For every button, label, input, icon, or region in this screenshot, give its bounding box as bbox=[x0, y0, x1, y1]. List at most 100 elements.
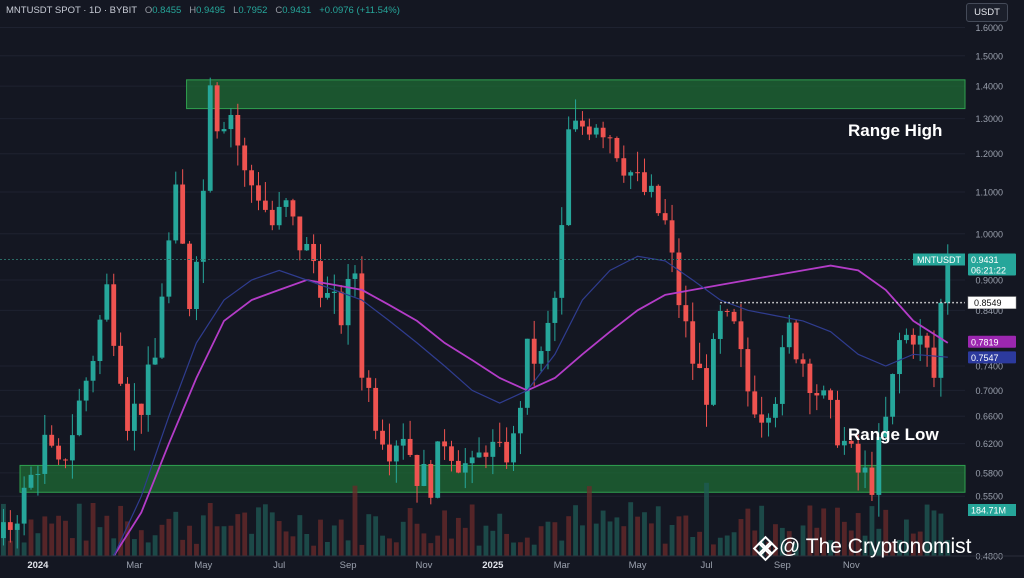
candle-body bbox=[269, 209, 275, 226]
volume-bar bbox=[118, 505, 124, 556]
candle-body bbox=[311, 243, 317, 262]
candle-body bbox=[855, 443, 861, 473]
currency-unit-button[interactable]: USDT bbox=[966, 3, 1008, 22]
y-tick-label: 0.7400 bbox=[975, 361, 1003, 371]
candle-body bbox=[697, 363, 703, 369]
volume-bar bbox=[214, 526, 220, 556]
volume-bar bbox=[759, 505, 765, 556]
volume-bar bbox=[504, 533, 510, 556]
candle-body bbox=[407, 438, 413, 455]
watermark-logo: @ The Cryptonomist bbox=[752, 534, 972, 562]
volume-bar bbox=[628, 502, 634, 556]
current-price-tag bbox=[968, 253, 1016, 276]
y-tick-label: 0.6600 bbox=[975, 412, 1003, 422]
volume-bar bbox=[559, 540, 565, 556]
volume-bar bbox=[173, 511, 179, 556]
candle-body bbox=[125, 383, 130, 431]
candle-body bbox=[883, 416, 889, 437]
candle-body bbox=[897, 340, 902, 375]
candle-body bbox=[869, 467, 875, 495]
candle-body bbox=[21, 487, 27, 524]
volume-bar bbox=[318, 519, 323, 556]
candle-body bbox=[511, 433, 516, 463]
candle-body bbox=[256, 185, 261, 201]
volume-bar bbox=[890, 542, 896, 556]
volume-bar bbox=[49, 523, 55, 556]
candle-body bbox=[42, 434, 48, 474]
symbol-price-tag bbox=[913, 253, 965, 266]
volume-bar bbox=[276, 521, 282, 556]
candle-body bbox=[821, 390, 827, 396]
candle-body bbox=[655, 185, 661, 214]
volume-bar bbox=[924, 504, 930, 556]
candle-body bbox=[814, 393, 820, 396]
low-label: L bbox=[233, 5, 239, 16]
candle-body bbox=[876, 436, 882, 495]
volume-bar bbox=[766, 542, 771, 556]
high-value: 0.9495 bbox=[196, 5, 226, 16]
volume-bar bbox=[187, 525, 192, 556]
volume-bar bbox=[566, 516, 572, 556]
candle-body bbox=[414, 454, 420, 486]
volume-bar bbox=[297, 515, 303, 556]
candle-body bbox=[324, 292, 330, 298]
volume-bar bbox=[428, 543, 434, 556]
candle-body bbox=[635, 172, 641, 174]
volume-bar bbox=[710, 544, 716, 556]
volume-bar bbox=[111, 538, 117, 556]
candle-body bbox=[524, 338, 530, 408]
candle-body bbox=[111, 284, 117, 346]
volume-bar bbox=[476, 545, 482, 556]
volume-bar bbox=[600, 510, 606, 556]
candle-body bbox=[400, 438, 406, 446]
y-tick-label: 1.4000 bbox=[975, 82, 1003, 92]
candle-body bbox=[180, 184, 186, 244]
y-tick-label: 0.5500 bbox=[975, 492, 1003, 502]
candle-body bbox=[621, 158, 627, 176]
range-annotation: Range Low bbox=[848, 425, 939, 444]
x-tick-label: Mar bbox=[554, 560, 570, 571]
volume-bar bbox=[159, 524, 165, 556]
volume-bar bbox=[221, 526, 227, 556]
candle-body bbox=[835, 399, 840, 446]
candle-body bbox=[214, 85, 220, 132]
volume-bar bbox=[752, 530, 758, 556]
volume-bar bbox=[821, 508, 827, 556]
candle-body bbox=[166, 240, 172, 297]
volume-bar bbox=[511, 542, 516, 556]
volume-bar bbox=[442, 510, 448, 556]
volume-bar bbox=[200, 515, 206, 556]
candle-body bbox=[442, 441, 448, 447]
x-tick-label: May bbox=[194, 560, 212, 571]
candle-body bbox=[1, 522, 6, 539]
y-tick-label: 1.6000 bbox=[975, 23, 1003, 33]
candle-body bbox=[476, 452, 482, 458]
candle-body bbox=[710, 338, 716, 405]
candle-body bbox=[118, 345, 124, 384]
volume-bar bbox=[449, 538, 454, 556]
volume-bar bbox=[138, 530, 144, 556]
candle-body bbox=[924, 335, 930, 348]
x-tick-label: Sep bbox=[340, 560, 357, 571]
candle-body bbox=[152, 357, 158, 365]
volume-bar bbox=[83, 540, 89, 556]
ma-purple-tag-label: 0.7819 bbox=[971, 337, 999, 347]
candle-body bbox=[586, 126, 592, 135]
candle-body bbox=[276, 206, 282, 226]
level-price-label: 0.8549 bbox=[974, 298, 1002, 308]
candle-body bbox=[841, 440, 847, 446]
candle-body bbox=[262, 200, 268, 210]
volume-bar bbox=[945, 540, 951, 556]
volume-bar bbox=[462, 527, 468, 556]
candle-body bbox=[304, 243, 310, 251]
volume-bar bbox=[283, 531, 289, 556]
current-price-label: 0.9431 bbox=[971, 255, 999, 265]
volume-bar bbox=[435, 535, 441, 556]
candle-body bbox=[159, 296, 165, 358]
volume-bar bbox=[76, 503, 82, 556]
candle-body bbox=[931, 347, 937, 378]
candle-body bbox=[359, 273, 365, 378]
volume-bar bbox=[324, 541, 330, 556]
